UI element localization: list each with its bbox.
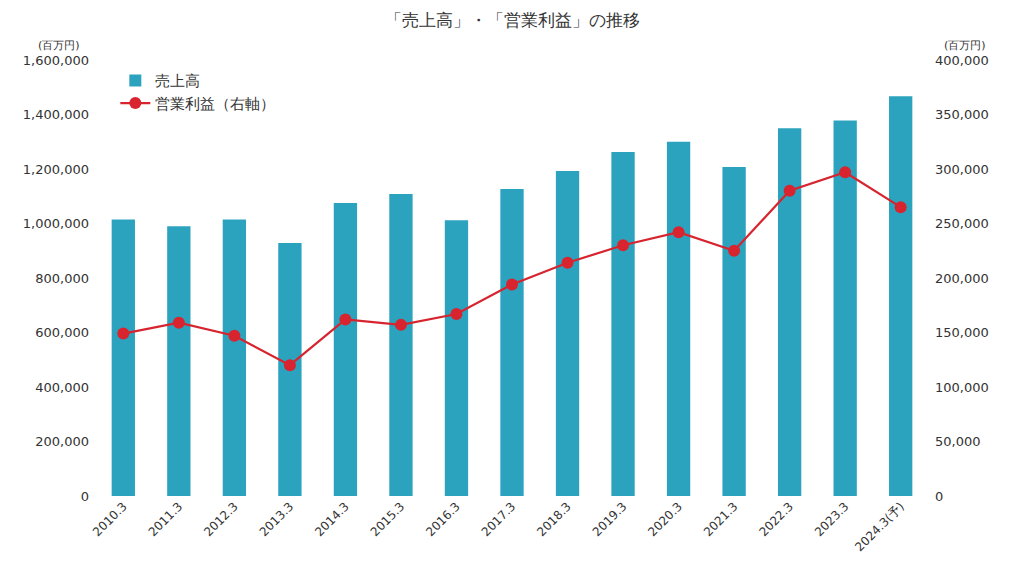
svg-text:1,600,000: 1,600,000 [23, 53, 89, 68]
svg-text:2014.3: 2014.3 [312, 499, 352, 539]
svg-text:2013.3: 2013.3 [257, 499, 297, 539]
svg-text:営業利益（右軸）: 営業利益（右軸） [155, 95, 275, 113]
svg-text:0: 0 [81, 489, 89, 504]
svg-text:400,000: 400,000 [935, 53, 989, 68]
svg-text:50,000: 50,000 [935, 434, 981, 449]
svg-text:200,000: 200,000 [35, 434, 89, 449]
svg-text:2023.3: 2023.3 [812, 499, 852, 539]
svg-text:200,000: 200,000 [935, 271, 989, 286]
svg-text:(百万円): (百万円) [38, 39, 80, 52]
svg-text:400,000: 400,000 [35, 380, 89, 395]
svg-text:300,000: 300,000 [935, 162, 989, 177]
svg-text:「売上高」・「営業利益」の推移: 「売上高」・「営業利益」の推移 [385, 10, 640, 30]
svg-text:600,000: 600,000 [35, 325, 89, 340]
svg-text:2015.3: 2015.3 [368, 499, 408, 539]
svg-text:2012.3: 2012.3 [201, 499, 241, 539]
svg-text:0: 0 [935, 489, 943, 504]
svg-text:100,000: 100,000 [935, 380, 989, 395]
svg-text:(百万円): (百万円) [944, 39, 986, 52]
svg-text:2020.3: 2020.3 [645, 499, 685, 539]
svg-text:2024.3(予): 2024.3(予) [852, 499, 907, 554]
svg-text:1,200,000: 1,200,000 [23, 162, 89, 177]
svg-text:800,000: 800,000 [35, 271, 89, 286]
svg-text:2022.3: 2022.3 [756, 499, 796, 539]
svg-text:2021.3: 2021.3 [701, 499, 741, 539]
svg-text:2018.3: 2018.3 [534, 499, 574, 539]
svg-text:2019.3: 2019.3 [590, 499, 630, 539]
svg-text:2010.3: 2010.3 [90, 499, 130, 539]
svg-text:2017.3: 2017.3 [479, 499, 519, 539]
svg-text:1,400,000: 1,400,000 [23, 107, 89, 122]
svg-text:2011.3: 2011.3 [146, 499, 186, 539]
svg-text:1,000,000: 1,000,000 [23, 216, 89, 231]
svg-text:150,000: 150,000 [935, 325, 989, 340]
svg-text:350,000: 350,000 [935, 107, 989, 122]
svg-text:売上高: 売上高 [155, 72, 200, 90]
svg-text:250,000: 250,000 [935, 216, 989, 231]
svg-text:2016.3: 2016.3 [423, 499, 463, 539]
